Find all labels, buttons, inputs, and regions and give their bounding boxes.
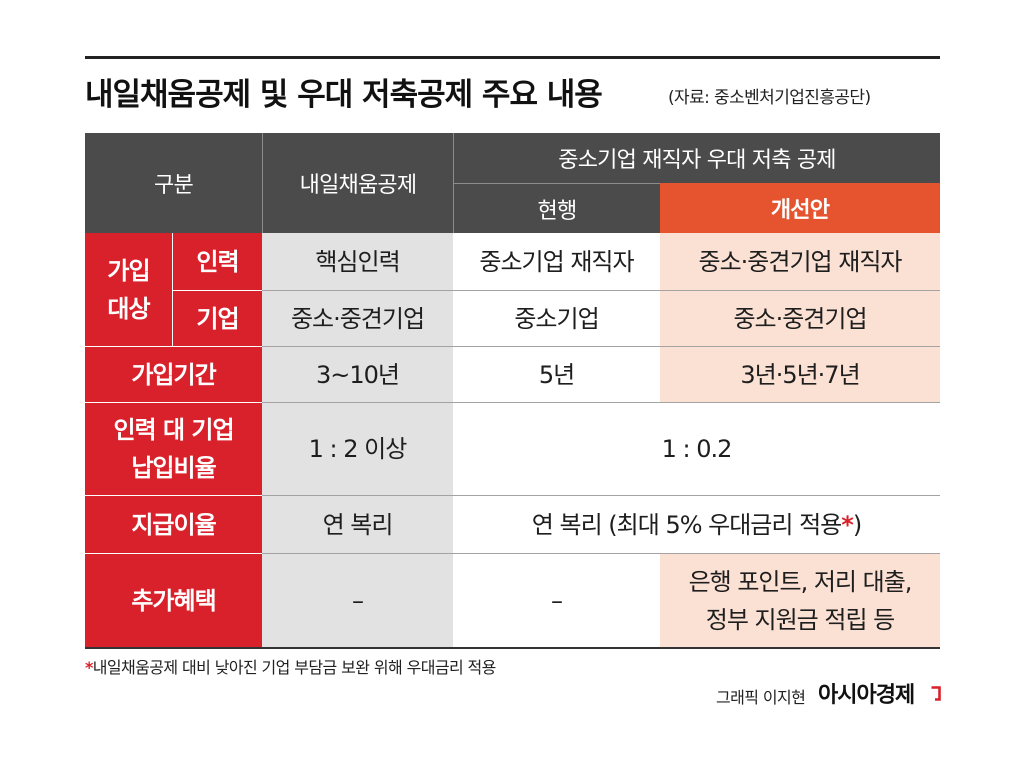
value-interest-savings-text: 연 복리 (최대 5% 우대금리 적용 [531, 510, 842, 539]
cell-ratio-savings-merged: 1 : 0.2 [453, 402, 940, 495]
cell-ratio-tomorrow-fund: 1 : 2 이상 [262, 402, 453, 495]
value-ratio-tomorrow-fund: 1 : 2 이상 [308, 435, 408, 463]
label-period: 가입기간 [131, 360, 216, 389]
header-category-cell: 구분 [85, 133, 262, 233]
header-tomorrow-fund-label: 내일채움공제 [299, 173, 417, 198]
value-company-tomorrow-fund: 중소·중견기업 [290, 304, 425, 333]
page-title: 내일채움공제 및 우대 저축공제 주요 내용 [85, 77, 603, 113]
header-improved-cell: 개선안 [660, 183, 940, 233]
cell-company-improved: 중소·중견기업 [660, 290, 940, 346]
label-join-target-line1: 가입 [107, 256, 150, 285]
value-interest-savings-merged: 연 복리 (최대 5% 우대금리 적용 * ) [531, 506, 862, 544]
header-tomorrow-fund-cell: 내일채움공제 [262, 133, 453, 233]
label-contribution-ratio-cell: 인력 대 기업 납입비율 [85, 402, 262, 495]
header-current-cell: 현행 [453, 183, 660, 233]
header-category-label: 구분 [154, 173, 194, 198]
label-contribution-ratio-line2: 납입비율 [131, 454, 216, 482]
header-savings-group-label: 중소기업 재직자 우대 저축 공제 [558, 148, 836, 173]
value-workforce-tomorrow-fund: 핵심인력 [315, 247, 400, 276]
footnote-mark: * [85, 658, 93, 677]
cell-benefits-improved: 은행 포인트, 저리 대출, 정부 지원금 적립 등 [660, 553, 940, 648]
table-bottom-rule [85, 647, 940, 649]
cell-period-tomorrow-fund: 3~10년 [262, 346, 453, 402]
value-interest-tomorrow-fund: 연 복리 [322, 510, 394, 539]
value-interest-savings-close: ) [852, 510, 862, 539]
cell-interest-savings-merged: 연 복리 (최대 5% 우대금리 적용 * ) [453, 495, 940, 553]
cell-workforce-current: 중소기업 재직자 [453, 233, 660, 290]
value-workforce-current: 중소기업 재직자 [479, 247, 634, 276]
cell-workforce-improved: 중소·중견기업 재직자 [660, 233, 940, 290]
label-company-cell: 기업 [172, 290, 262, 346]
value-company-improved: 중소·중견기업 [733, 304, 867, 333]
value-benefits-tomorrow-fund: – [352, 587, 364, 615]
label-company: 기업 [196, 304, 239, 333]
cell-benefits-current: – [453, 553, 660, 648]
label-interest-cell: 지급이율 [85, 495, 262, 553]
value-workforce-improved: 중소·중견기업 재직자 [698, 247, 903, 276]
cell-company-tomorrow-fund: 중소·중견기업 [262, 290, 453, 346]
header-improved-label: 개선안 [770, 198, 830, 223]
value-company-current: 중소기업 [514, 304, 599, 333]
label-benefits: 추가혜택 [131, 587, 216, 615]
top-rule [85, 56, 940, 59]
cell-workforce-tomorrow-fund: 핵심인력 [262, 233, 453, 290]
red-corner-logo-icon [931, 686, 941, 701]
label-workforce-cell: 인력 [172, 233, 262, 290]
value-interest-footnote-mark: * [841, 510, 854, 539]
cell-period-improved: 3년·5년·7년 [660, 346, 940, 402]
label-interest: 지급이율 [131, 510, 216, 539]
cell-benefits-tomorrow-fund: – [262, 553, 453, 648]
cell-company-current: 중소기업 [453, 290, 660, 346]
value-benefits-improved-line2: 정부 지원금 적립 등 [705, 606, 896, 634]
value-ratio-savings-merged: 1 : 0.2 [661, 435, 733, 463]
brand-name: 아시아경제 [818, 683, 915, 708]
value-period-tomorrow-fund: 3~10년 [316, 360, 400, 389]
source-note: (자료: 중소벤처기업진흥공단) [668, 88, 871, 108]
value-period-improved: 3년·5년·7년 [740, 360, 860, 389]
label-workforce: 인력 [196, 247, 239, 276]
value-benefits-current: – [551, 587, 563, 615]
cell-interest-tomorrow-fund: 연 복리 [262, 495, 453, 553]
label-contribution-ratio-line1: 인력 대 기업 [113, 416, 234, 444]
graphic-credit: 그래픽 이지현 [716, 688, 806, 707]
value-period-current: 5년 [538, 360, 575, 389]
value-benefits-improved-line1: 은행 포인트, 저리 대출, [688, 568, 913, 596]
cell-period-current: 5년 [453, 346, 660, 402]
footnote: * 내일채움공제 대비 낮아진 기업 부담금 보완 위해 우대금리 적용 [85, 657, 496, 679]
label-benefits-cell: 추가혜택 [85, 553, 262, 648]
label-period-cell: 가입기간 [85, 346, 262, 402]
footnote-text: 내일채움공제 대비 낮아진 기업 부담금 보완 위해 우대금리 적용 [92, 658, 497, 677]
header-savings-group-cell: 중소기업 재직자 우대 저축 공제 [453, 133, 940, 183]
label-join-target-line2: 대상 [107, 294, 150, 323]
header-current-label: 현행 [537, 198, 578, 224]
label-join-target-cell: 가입 대상 [85, 233, 172, 346]
